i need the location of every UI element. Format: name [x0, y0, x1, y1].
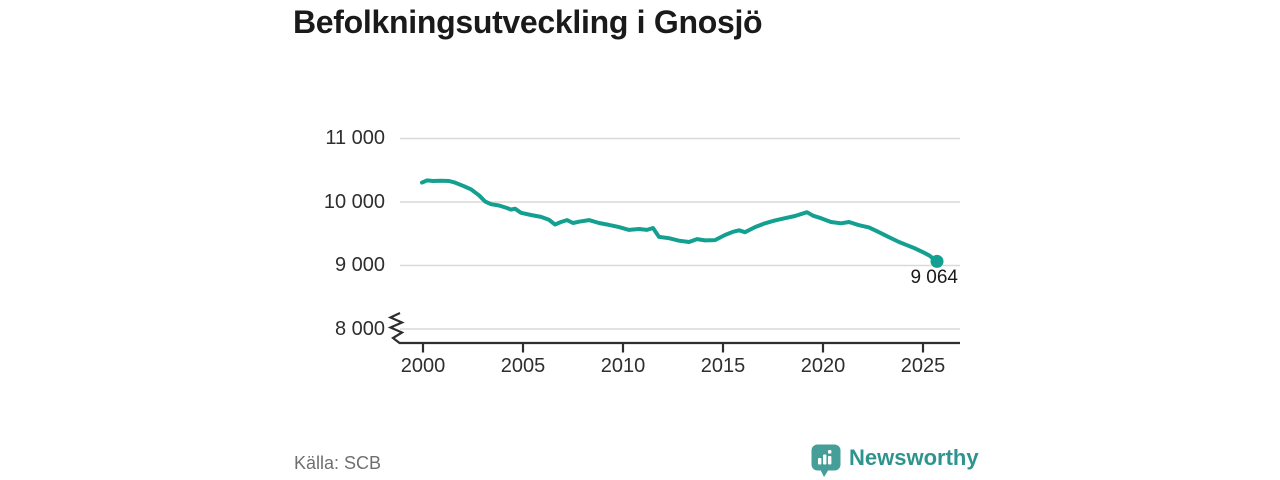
chart-title: Befolkningsutveckling i Gnosjö	[293, 4, 763, 40]
x-tick-label-2005: 2005	[500, 355, 546, 377]
x-tick-label-2025: 2025	[900, 355, 946, 377]
population-line	[420, 178, 939, 264]
brand-name: Newsworthy	[849, 445, 979, 470]
x-axis-ticks	[421, 343, 925, 353]
gridlines	[400, 137, 960, 330]
x-tick-label-2020: 2020	[800, 355, 846, 377]
x-tick-label-2015: 2015	[700, 355, 746, 377]
x-tick-label-2000: 2000	[400, 355, 446, 377]
y-tick-label-9000: 9 000	[334, 254, 385, 276]
source-attribution: Källa: SCB	[294, 453, 382, 473]
y-tick-label-8000: 8 000	[334, 318, 385, 340]
x-tick-label-2010: 2010	[600, 355, 646, 377]
y-tick-label-11000: 11 000	[325, 127, 385, 149]
axis-break-zigzag-icon	[387, 312, 405, 344]
newsworthy-logo-icon	[811, 444, 841, 477]
y-tick-label-10000: 10 000	[323, 191, 385, 213]
end-point-dot	[930, 254, 944, 268]
end-value-label: 9 064	[910, 267, 958, 288]
